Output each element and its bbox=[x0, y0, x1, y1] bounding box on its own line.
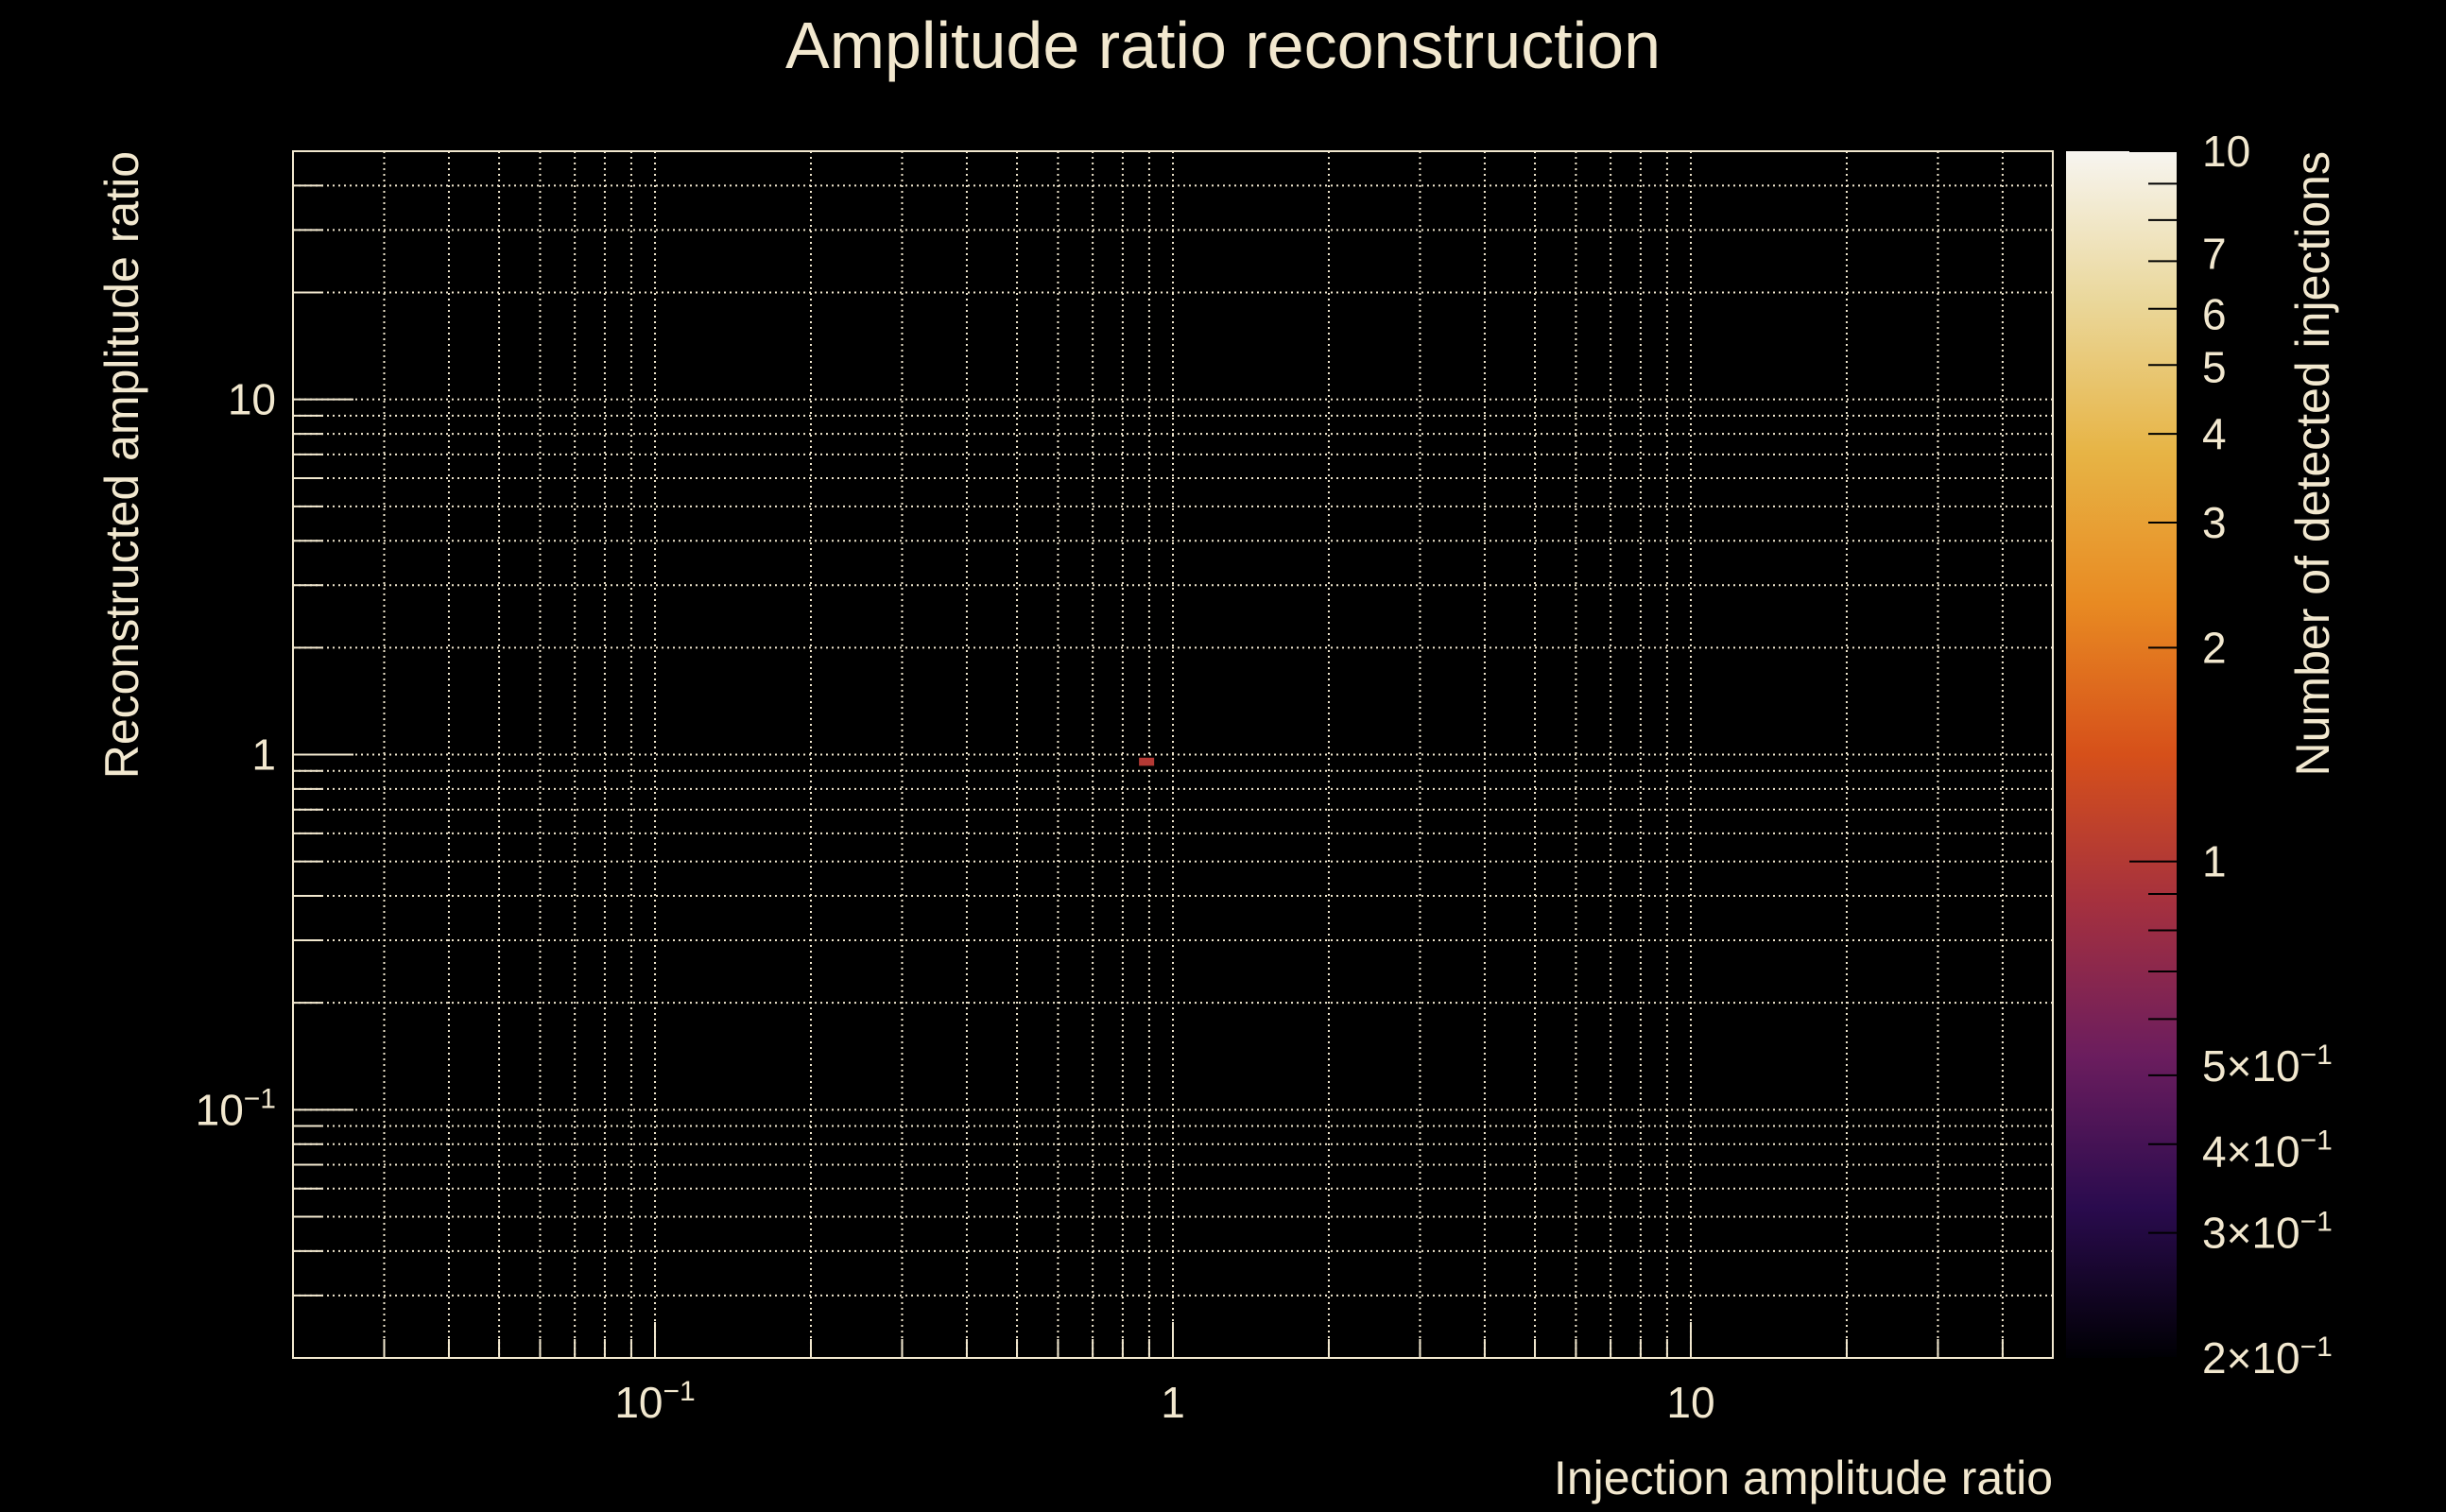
colorbar-ticks: 10 7 65 4 3 2 1 5×10−1 4×10−1 3×10−1 2×10−1 bbox=[2129, 127, 2333, 1383]
x-axis-label: Injection amplitude ratio bbox=[1553, 1452, 2053, 1504]
colorbar-tick-label: 2×10−1 bbox=[2202, 1332, 2333, 1383]
colorbar-tick-label: 6 bbox=[2202, 290, 2227, 339]
grid-lines bbox=[293, 151, 2053, 1358]
axis-ticks: 10−1 1 10 10 1 10−1 bbox=[196, 184, 2004, 1427]
colorbar-tick-label: 7 bbox=[2202, 229, 2227, 278]
y-tick-label: 10−1 bbox=[196, 1083, 276, 1134]
colorbar-tick-label: 5×10−1 bbox=[2202, 1040, 2333, 1091]
y-tick-label: 10 bbox=[228, 375, 276, 424]
chart-title: Amplitude ratio reconstruction bbox=[785, 9, 1661, 82]
x-tick-label: 10−1 bbox=[614, 1376, 695, 1427]
colorbar-tick-label: 2 bbox=[2202, 623, 2227, 672]
colorbar-tick-label: 3 bbox=[2202, 498, 2227, 547]
colorbar-tick-label: 4 bbox=[2202, 409, 2227, 458]
y-tick-label: 1 bbox=[251, 730, 276, 780]
colorbar-tick-label: 10 bbox=[2202, 127, 2250, 176]
heatmap-bins bbox=[1139, 757, 1155, 766]
colorbar-tick-label: 1 bbox=[2202, 837, 2227, 886]
colorbar-tick-label: 5 bbox=[2202, 342, 2227, 391]
x-tick-label: 1 bbox=[1161, 1378, 1185, 1427]
x-tick-label: 10 bbox=[1666, 1378, 1714, 1427]
colorbar bbox=[2066, 151, 2177, 1358]
heatmap-bin bbox=[1139, 757, 1155, 766]
colorbar-tick-label: 4×10−1 bbox=[2202, 1125, 2333, 1177]
colorbar-tick-label: 3×10−1 bbox=[2202, 1207, 2333, 1258]
